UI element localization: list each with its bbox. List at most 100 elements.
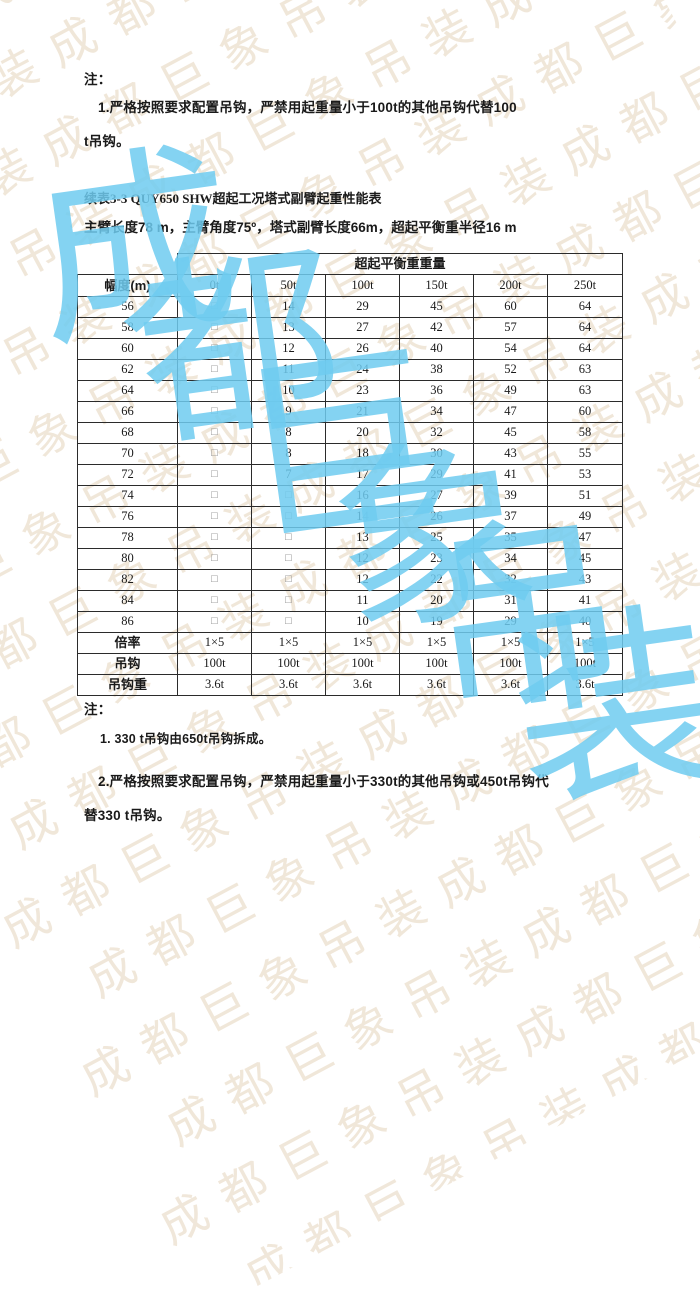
table-cell-empty: □ (177, 484, 252, 507)
watermark-tile-row: 成都巨象吊装成都巨象吊装成都巨象吊装成都巨象吊装成都巨象吊装成都巨象吊装成都巨象… (230, 0, 700, 1313)
table-cell-value: 12 (251, 337, 326, 360)
table-cell-value: 18 (325, 442, 400, 465)
note-top-item-2: t吊钩。 (84, 134, 130, 149)
table-cell-value: 58 (546, 421, 624, 444)
table-row: 62 □ 11 24 38 52 63 (77, 358, 624, 381)
table-cell-value: 60 (473, 295, 548, 318)
table-cell-value: 3.6t (325, 673, 400, 696)
table-cell-value: 64 (546, 337, 624, 360)
row-label-radius: 76 (77, 505, 178, 528)
table-cell-empty: □ (251, 526, 326, 549)
table-cell-value: 40 (546, 610, 624, 633)
table-cell-value: 3.6t (473, 673, 548, 696)
note-bottom-item-3: 替330 t吊钩。 (84, 808, 171, 823)
row-label-radius: 78 (77, 526, 178, 549)
table-cell-empty: □ (177, 568, 252, 591)
table-row: 60 □ 12 26 40 54 64 (77, 337, 624, 360)
row-label-radius: 72 (77, 463, 178, 486)
table-cell-value: 35 (473, 526, 548, 549)
table-cell-value: 17 (325, 463, 400, 486)
table-cell-value: 25 (399, 526, 474, 549)
table-cell-value: 19 (399, 610, 474, 633)
table-cell-value: 63 (546, 358, 624, 381)
table-cell-empty: □ (177, 400, 252, 423)
table-group-header-row: 超起平衡重重量 (77, 253, 624, 275)
table-cell-empty: □ (177, 589, 252, 612)
table-cell-value: 1×5 (546, 631, 624, 654)
table-cell-value: 20 (325, 421, 400, 444)
row-label-radius: 64 (77, 379, 178, 402)
table-cell-value: 37 (473, 505, 548, 528)
table-cell-value: 3.6t (399, 673, 474, 696)
table-cell-value: 27 (325, 316, 400, 339)
row-label-radius: 82 (77, 568, 178, 591)
row-label-radius: 70 (77, 442, 178, 465)
table-footer-row: 吊钩重 3.6t 3.6t 3.6t 3.6t 3.6t 3.6t (77, 673, 624, 696)
column-header-radius: 幅度(m) (77, 273, 178, 297)
table-cell-value: 43 (473, 442, 548, 465)
table-cell-value: 55 (546, 442, 624, 465)
table-row: 72 □ 7 17 29 41 53 (77, 463, 624, 486)
watermark-tile-row: 成都巨象吊装成都巨象吊装成都巨象吊装成都巨象吊装成都巨象吊装成都巨象吊装成都巨象… (151, 0, 700, 1255)
row-label-radius: 56 (77, 295, 178, 318)
table-cell-value: 38 (399, 358, 474, 381)
table-cell-value: 100t (399, 652, 474, 675)
table-cell-value: 47 (473, 400, 548, 423)
table-body: 56 □ 14 29 45 60 64 58 □ 13 27 42 57 64 60 □ 12 26 40 54 64 6… (77, 295, 624, 696)
table-cell-empty: □ (177, 547, 252, 570)
table-row: 64 □ 10 23 36 49 63 (77, 379, 624, 402)
table-cell-value: 3.6t (177, 673, 252, 696)
table-row: 58 □ 13 27 42 57 64 (77, 316, 624, 339)
table-cell-value: 11 (325, 589, 400, 612)
table-cell-value: 42 (399, 316, 474, 339)
note-bottom-item-2: 2.严格按照要求配置吊钩，严禁用起重量小于330t的其他吊钩或450t吊钩代 (98, 774, 549, 789)
table-cell-value: 8 (251, 421, 326, 444)
column-header-150t: 150t (399, 273, 474, 297)
table-cell-value: 100t (251, 652, 326, 675)
table-cell-value: 45 (546, 547, 624, 570)
table-cell-value: 3.6t (251, 673, 326, 696)
row-label-radius: 62 (77, 358, 178, 381)
row-label-radius: 58 (77, 316, 178, 339)
table-cell-value: 53 (546, 463, 624, 486)
table-cell-value: 45 (473, 421, 548, 444)
table-cell-empty: □ (251, 547, 326, 570)
table-cell-value: 26 (399, 505, 474, 528)
table-cell-value: 3.6t (546, 673, 624, 696)
note-top-item-1: 1.严格按照要求配置吊钩，严禁用起重量小于100t的其他吊钩代替100 (98, 100, 517, 115)
table-cell-empty: □ (177, 505, 252, 528)
row-label-radius: 80 (77, 547, 178, 570)
table-cell-value: 47 (546, 526, 624, 549)
table-cell-value: 54 (473, 337, 548, 360)
table-cell-empty: □ (251, 610, 326, 633)
table-cell-value: 49 (546, 505, 624, 528)
table-cell-value: 1×5 (251, 631, 326, 654)
table-row: 82 □ □ 12 22 32 43 (77, 568, 624, 591)
table-cell-value: 41 (546, 589, 624, 612)
table-cell-value: 21 (325, 400, 400, 423)
table-cell-value: 100t (546, 652, 624, 675)
row-label-radius: 66 (77, 400, 178, 423)
table-cell-value: 63 (546, 379, 624, 402)
table-cell-value: 45 (399, 295, 474, 318)
table-cell-empty: □ (251, 505, 326, 528)
table-cell-value: 11 (251, 358, 326, 381)
note-bottom-heading: 注： (84, 702, 112, 717)
table-row: 68 □ 8 20 32 45 58 (77, 421, 624, 444)
table-cell-value: 30 (399, 442, 474, 465)
table-cell-value: 34 (473, 547, 548, 570)
table-cell-value: 39 (473, 484, 548, 507)
column-header-100t: 100t (325, 273, 400, 297)
table-cell-value: 31 (473, 589, 548, 612)
lifting-performance-table: 超起平衡重重量 幅度(m) 0t 50t 100t 150t 200t 250t… (77, 253, 624, 696)
table-cell-value: 27 (399, 484, 474, 507)
row-label-radius: 74 (77, 484, 178, 507)
table-cell-empty: □ (177, 295, 252, 318)
table-cell-empty: □ (177, 610, 252, 633)
table-cell-value: 14 (251, 295, 326, 318)
table-row: 80 □ □ 12 23 34 45 (77, 547, 624, 570)
table-cell-value: 34 (399, 400, 474, 423)
table-row: 56 □ 14 29 45 60 64 (77, 295, 624, 318)
table-cell-value: 23 (325, 379, 400, 402)
table-cell-empty: □ (177, 358, 252, 381)
